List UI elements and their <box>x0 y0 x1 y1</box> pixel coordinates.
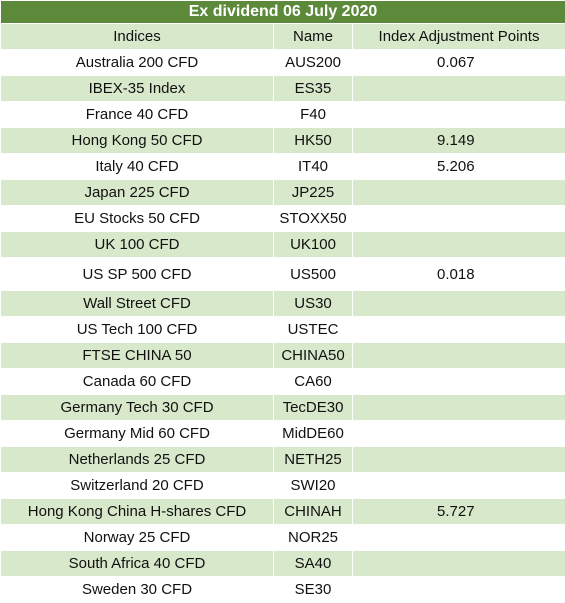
index-cell: Italy 40 CFD <box>1 154 274 180</box>
name-cell: NOR25 <box>274 525 353 551</box>
name-cell: SWI20 <box>274 473 353 499</box>
points-cell <box>353 102 565 128</box>
points-cell: 9.149 <box>353 128 565 154</box>
header-row: Indices Name Index Adjustment Points <box>1 24 565 50</box>
index-cell: US SP 500 CFD <box>1 258 274 291</box>
table-title: Ex dividend 06 July 2020 <box>1 1 565 24</box>
index-cell: Germany Tech 30 CFD <box>1 395 274 421</box>
index-cell: Hong Kong China H-shares CFD <box>1 499 274 525</box>
name-cell: CHINAH <box>274 499 353 525</box>
name-cell: MidDE60 <box>274 421 353 447</box>
name-cell: UK100 <box>274 232 353 258</box>
header-points: Index Adjustment Points <box>353 24 565 50</box>
points-cell: 5.727 <box>353 499 565 525</box>
name-cell: F40 <box>274 102 353 128</box>
points-cell <box>353 421 565 447</box>
name-cell: IT40 <box>274 154 353 180</box>
name-cell: USTEC <box>274 317 353 343</box>
name-cell: CHINA50 <box>274 343 353 369</box>
index-cell: US Tech 100 CFD <box>1 317 274 343</box>
points-cell <box>353 317 565 343</box>
name-cell: TecDE30 <box>274 395 353 421</box>
index-cell: FTSE CHINA 50 <box>1 343 274 369</box>
name-cell: US500 <box>274 258 353 291</box>
index-cell: South Africa 40 CFD <box>1 551 274 577</box>
index-cell: Canada 60 CFD <box>1 369 274 395</box>
name-cell: US30 <box>274 291 353 317</box>
index-cell: Hong Kong 50 CFD <box>1 128 274 154</box>
points-cell <box>353 343 565 369</box>
index-cell: Japan 225 CFD <box>1 180 274 206</box>
index-cell: Switzerland 20 CFD <box>1 473 274 499</box>
index-cell: EU Stocks 50 CFD <box>1 206 274 232</box>
name-cell: NETH25 <box>274 447 353 473</box>
points-cell <box>353 395 565 421</box>
name-cell: CA60 <box>274 369 353 395</box>
points-cell <box>353 551 565 577</box>
header-name: Name <box>274 24 353 50</box>
points-cell: 0.067 <box>353 50 565 76</box>
points-cell <box>353 473 565 499</box>
points-cell <box>353 447 565 473</box>
name-cell: ES35 <box>274 76 353 102</box>
points-cell: 5.206 <box>353 154 565 180</box>
name-cell: SA40 <box>274 551 353 577</box>
index-cell: Australia 200 CFD <box>1 50 274 76</box>
index-cell: IBEX-35 Index <box>1 76 274 102</box>
points-cell <box>353 76 565 102</box>
index-cell: UK 100 CFD <box>1 232 274 258</box>
name-cell: AUS200 <box>274 50 353 76</box>
points-cell <box>353 525 565 551</box>
index-cell: Netherlands 25 CFD <box>1 447 274 473</box>
index-cell: France 40 CFD <box>1 102 274 128</box>
points-cell: 0.018 <box>353 258 565 291</box>
name-cell: JP225 <box>274 180 353 206</box>
points-cell <box>353 369 565 395</box>
header-indices: Indices <box>1 24 274 50</box>
index-cell: Wall Street CFD <box>1 291 274 317</box>
points-cell <box>353 291 565 317</box>
index-cell: Germany Mid 60 CFD <box>1 421 274 447</box>
index-cell: Sweden 30 CFD <box>1 577 274 603</box>
points-cell <box>353 232 565 258</box>
name-cell: HK50 <box>274 128 353 154</box>
points-cell <box>353 180 565 206</box>
name-cell: SE30 <box>274 577 353 603</box>
name-cell: STOXX50 <box>274 206 353 232</box>
points-cell <box>353 206 565 232</box>
index-cell: Norway 25 CFD <box>1 525 274 551</box>
title-row: Ex dividend 06 July 2020 <box>1 1 565 24</box>
points-cell <box>353 577 565 603</box>
